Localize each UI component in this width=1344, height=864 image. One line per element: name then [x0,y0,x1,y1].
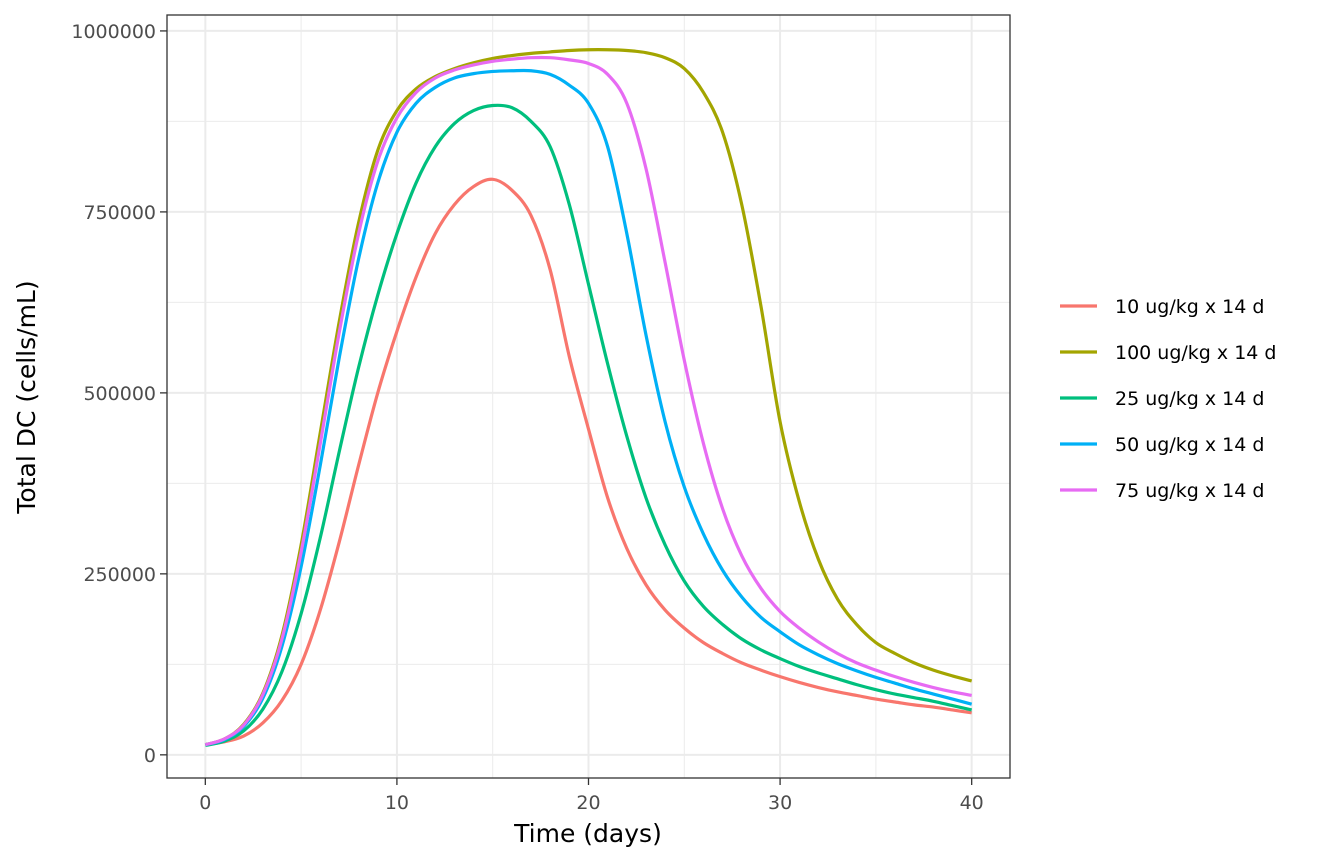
y-tick-label: 250000 [83,564,156,586]
legend: 10 ug/kg x 14 d 100 ug/kg x 14 d 25 ug/kg … [1060,296,1276,502]
series-line-1 [205,177,972,747]
series-line-2 [204,48,973,747]
legend-label: 100 ug/kg x 14 d [1115,342,1276,364]
y-tick-label: 1000000 [71,21,156,43]
series-line-4 [204,68,973,747]
series-lines [204,48,973,747]
y-axis: 0 250000 500000 750000 1000000 [71,21,167,767]
x-tick-label: 40 [960,792,984,814]
y-axis-title: Total DC (cells/mL) [12,280,41,514]
x-tick-label: 10 [385,792,409,814]
legend-label: 10 ug/kg x 14 d [1115,296,1264,318]
series-line-5 [204,55,972,747]
plot-panel [166,14,1011,779]
series-line-3 [204,103,973,747]
y-tick-label: 750000 [83,202,156,224]
legend-label: 50 ug/kg x 14 d [1115,434,1264,456]
x-axis-title: Time (days) [513,819,662,848]
x-tick-label: 0 [199,792,211,814]
x-tick-label: 20 [576,792,600,814]
legend-label: 25 ug/kg x 14 d [1115,388,1264,410]
legend-label: 75 ug/kg x 14 d [1115,480,1264,502]
y-tick-label: 0 [144,745,156,767]
y-tick-label: 500000 [83,383,156,405]
x-axis: 0 10 20 30 40 [199,778,984,814]
major-gridlines [167,15,1010,778]
x-tick-label: 30 [768,792,792,814]
